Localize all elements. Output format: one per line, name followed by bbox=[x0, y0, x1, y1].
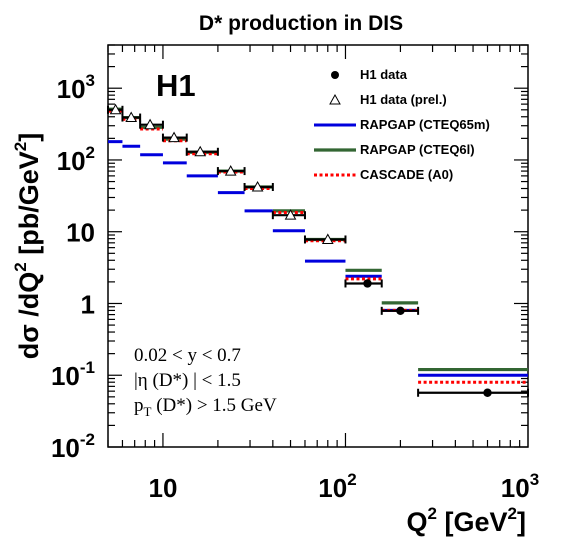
data-point-prel bbox=[251, 180, 264, 192]
y-axis-label: dσ /dQ2 [pb/GeV2] bbox=[11, 133, 44, 359]
x-tick-label: 103 bbox=[501, 470, 539, 503]
data-point-prel bbox=[168, 131, 180, 143]
cut-label: |η (D*) | < 1.5 bbox=[134, 370, 241, 391]
plot-frame bbox=[107, 44, 529, 448]
chart-title: D* production in DIS bbox=[199, 12, 403, 35]
y-tick-label: 102 bbox=[57, 143, 95, 176]
y-tick-label: 1 bbox=[81, 289, 95, 319]
cut-label: 0.02 < y < 0.7 bbox=[134, 345, 241, 366]
data-point-prel bbox=[109, 103, 122, 115]
y-tick-label: 103 bbox=[57, 71, 95, 104]
legend-label: RAPGAP (CTEQ6l) bbox=[360, 142, 475, 157]
experiment-label: H1 bbox=[156, 68, 196, 103]
series-layer bbox=[107, 103, 529, 397]
y-tick-label: 10-2 bbox=[51, 430, 95, 463]
data-point bbox=[483, 388, 492, 397]
cut-label: pT (D*) > 1.5 GeV bbox=[134, 395, 277, 419]
legend: H1 data H1 data (prel.) RAPGAP (CTEQ65m) RA… bbox=[314, 67, 490, 182]
legend-label: H1 data bbox=[360, 67, 408, 82]
x-tick-label: 102 bbox=[318, 470, 356, 503]
tick-labels: 10 102 103 10-2 10-1 1 10 102 103 bbox=[51, 71, 539, 503]
axis-ticks bbox=[107, 44, 528, 448]
data-point-prel bbox=[224, 165, 237, 176]
legend-label: CASCADE (A0) bbox=[360, 167, 453, 182]
data-point-prel bbox=[144, 118, 156, 130]
data-point-prel bbox=[321, 233, 334, 244]
legend-marker-triangle bbox=[329, 93, 341, 105]
y-tick-label: 10 bbox=[66, 218, 95, 248]
x-tick-label: 10 bbox=[148, 473, 177, 503]
legend-label: RAPGAP (CTEQ65m) bbox=[360, 117, 490, 132]
kinematic-cuts: 0.02 < y < 0.7 |η (D*) | < 1.5 pT (D*) > 1… bbox=[134, 345, 277, 419]
legend-label: H1 data (prel.) bbox=[360, 92, 447, 107]
legend-marker-dot bbox=[331, 71, 339, 79]
data-point-prel bbox=[125, 111, 138, 123]
data-point bbox=[396, 306, 405, 316]
data-point-prel bbox=[284, 209, 297, 220]
data-point-prel bbox=[194, 145, 207, 157]
x-axis-label: Q2 [GeV2] bbox=[407, 504, 526, 537]
data-point bbox=[363, 279, 372, 288]
y-tick-label: 10-1 bbox=[51, 358, 95, 391]
